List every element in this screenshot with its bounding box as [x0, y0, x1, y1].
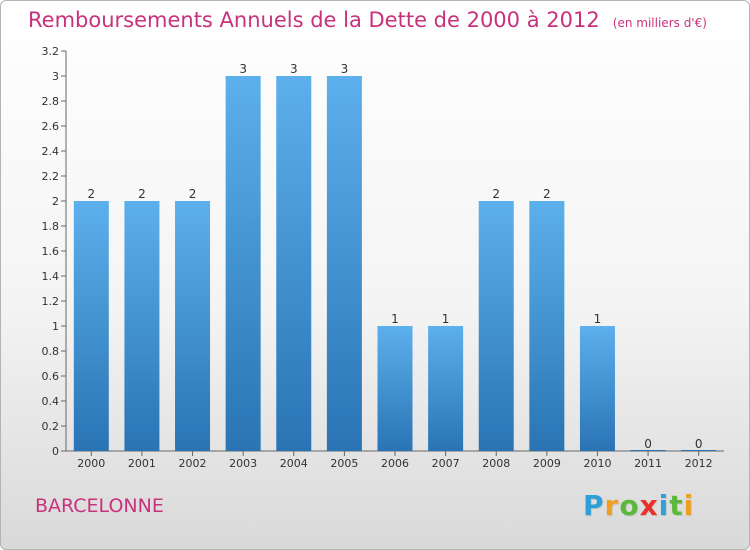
bar [478, 201, 514, 451]
data-label: 1 [442, 312, 450, 326]
y-tick-label: 0.8 [42, 345, 60, 358]
data-label: 2 [138, 187, 146, 201]
x-tick-label: 2007 [432, 457, 460, 470]
bar [377, 326, 413, 451]
logo-letter: r [604, 489, 620, 522]
bar [579, 326, 615, 451]
x-tick-label: 2005 [330, 457, 358, 470]
bar [124, 201, 160, 451]
y-tick-label: 0.6 [42, 370, 60, 383]
bar [326, 76, 362, 451]
bar [276, 76, 312, 451]
x-tick-label: 2009 [533, 457, 561, 470]
y-tick-label: 0.4 [42, 395, 60, 408]
logo-letter: i [683, 489, 695, 522]
logo-letter: o [619, 489, 640, 522]
y-tick-label: 2.6 [42, 120, 60, 133]
logo-letter: x [639, 489, 659, 522]
logo-letter: t [669, 489, 684, 522]
y-tick-label: 0.2 [42, 420, 60, 433]
data-label: 2 [492, 187, 500, 201]
chart-title: Remboursements Annuels de la Dette de 20… [28, 8, 600, 32]
data-label: 2 [189, 187, 197, 201]
commune-name: BARCELONNE [35, 495, 164, 517]
y-tick-label: 1.8 [42, 220, 60, 233]
data-label: 0 [644, 437, 652, 451]
data-label: 1 [391, 312, 399, 326]
data-label: 2 [543, 187, 551, 201]
y-tick-label: 1 [52, 320, 59, 333]
y-tick-label: 3 [52, 70, 59, 83]
data-label: 2 [87, 187, 95, 201]
bar [175, 201, 211, 451]
data-label: 0 [695, 437, 703, 451]
x-tick-label: 2001 [128, 457, 156, 470]
chart-unit: (en milliers d'€) [612, 16, 707, 30]
y-tick-label: 1.2 [42, 295, 60, 308]
bars [73, 76, 717, 451]
data-label: 3 [290, 62, 298, 76]
bar [529, 201, 565, 451]
data-label: 1 [594, 312, 602, 326]
y-tick-label: 2.2 [42, 170, 60, 183]
x-tick-label: 2011 [634, 457, 662, 470]
x-tick-label: 2006 [381, 457, 409, 470]
y-tick-label: 3.2 [42, 45, 60, 58]
logo-letter: i [658, 489, 670, 522]
labels: 0 0.2 0.4 0.6 0.8 1 1.2 1.4 1.6 1.8 2 2.2 2.4 2.6 2.8 3… [42, 45, 713, 470]
y-tick-label: 2.8 [42, 95, 60, 108]
x-tick-label: 2000 [77, 457, 105, 470]
bar [428, 326, 464, 451]
x-tick-label: 2003 [229, 457, 257, 470]
x-tick-label: 2004 [280, 457, 308, 470]
x-tick-label: 2010 [583, 457, 611, 470]
y-tick-label: 2.4 [42, 145, 60, 158]
y-tick-label: 1.6 [42, 245, 60, 258]
bar [73, 201, 109, 451]
data-label: 3 [239, 62, 247, 76]
x-tick-label: 2002 [179, 457, 207, 470]
data-label: 3 [341, 62, 349, 76]
y-tick-label: 0 [52, 445, 59, 458]
x-tick-label: 2012 [685, 457, 713, 470]
x-tick-label: 2008 [482, 457, 510, 470]
proxiti-logo: Proxiti [583, 489, 694, 522]
y-tick-label: 1.4 [42, 270, 60, 283]
y-tick-label: 2 [52, 195, 59, 208]
logo-letter: P [583, 489, 605, 522]
bar [225, 76, 261, 451]
chart-title-block: Remboursements Annuels de la Dette de 20… [28, 8, 707, 32]
